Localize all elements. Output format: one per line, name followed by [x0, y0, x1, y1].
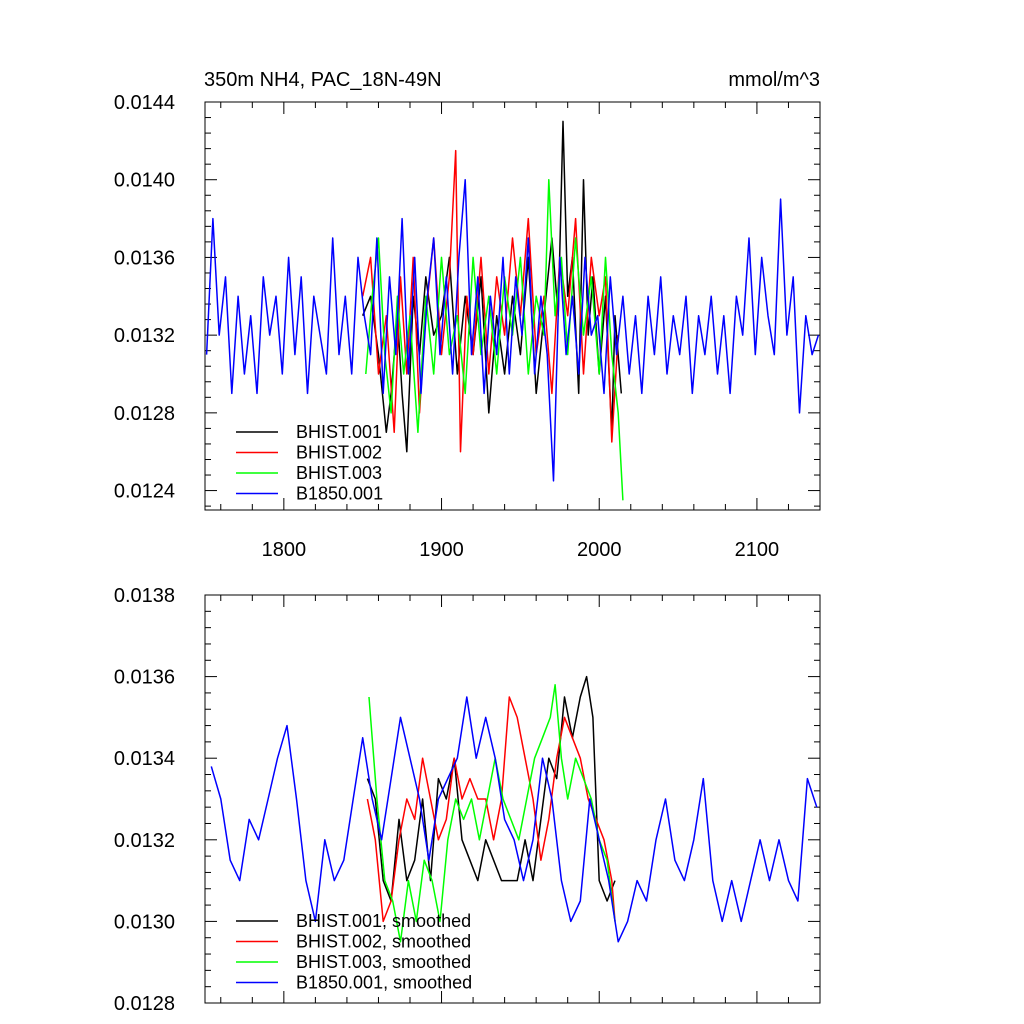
top-xtick-label: 1900	[419, 539, 464, 561]
top-xtick-label: 1800	[262, 539, 307, 561]
bottom-ytick-label: 0.0134	[114, 748, 175, 770]
top-panel: 350m NH4, PAC_18N-49N mmol/m^3 0.01240.0…	[114, 69, 821, 561]
bottom-panel-frame	[204, 594, 821, 1004]
bottom-ytick-label: 0.0128	[114, 993, 175, 1015]
top-panel-series	[205, 120, 820, 501]
top-series-line-1	[362, 120, 623, 453]
top-ytick-label: 0.0136	[114, 247, 175, 269]
top-ytick-label: 0.0132	[114, 325, 175, 347]
bottom-panel-ticks: 0.0128 0.0130 0.0132 0.0134 0.0136 0.0138	[114, 585, 821, 1015]
bottom-panel-series	[210, 675, 818, 943]
top-xtick-label: 2000	[577, 539, 622, 561]
bottom-ytick-label: 0.0132	[114, 830, 175, 852]
bottom-series-line-1	[366, 675, 616, 902]
bottom-series-line-3	[368, 684, 616, 943]
bottom-ytick-label: 0.0136	[114, 667, 175, 689]
top-xtick-label: 2100	[735, 539, 780, 561]
bottom-legend-label: BHIST.002, smoothed	[296, 932, 471, 952]
bottom-panel: 0.0128 0.0130 0.0132 0.0134 0.0136 0.0138 BHI…	[114, 585, 821, 1015]
top-series-line-4	[205, 178, 820, 482]
top-panel-units: mmol/m^3	[728, 69, 820, 91]
top-legend-label: BHIST.002	[296, 443, 382, 463]
top-legend-label: BHIST.003	[296, 463, 382, 483]
top-ytick-label: 0.0140	[114, 170, 175, 192]
top-legend-label: B1850.001	[296, 484, 383, 504]
bottom-series-line-4	[210, 696, 818, 943]
bottom-legend-label: BHIST.001, smoothed	[296, 911, 471, 931]
bottom-ytick-label: 0.0130	[114, 911, 175, 933]
top-panel-title: 350m NH4, PAC_18N-49N	[204, 69, 442, 91]
top-panel-ticks: 0.0124 0.0128 0.0132 0.0136 0.0140 0.0144 1800…	[114, 92, 821, 561]
bottom-ytick-label: 0.0138	[114, 585, 175, 607]
top-ytick-label: 0.0124	[114, 481, 175, 503]
top-legend-label: BHIST.001	[296, 422, 382, 442]
top-panel-frame	[204, 101, 821, 511]
bottom-legend-label: B1850.001, smoothed	[296, 973, 472, 993]
bottom-legend-label: BHIST.003, smoothed	[296, 952, 471, 972]
bottom-series-line-2	[366, 696, 616, 923]
top-series-line-3	[365, 178, 624, 501]
top-ytick-label: 0.0144	[114, 92, 175, 114]
top-ytick-label: 0.0128	[114, 403, 175, 425]
